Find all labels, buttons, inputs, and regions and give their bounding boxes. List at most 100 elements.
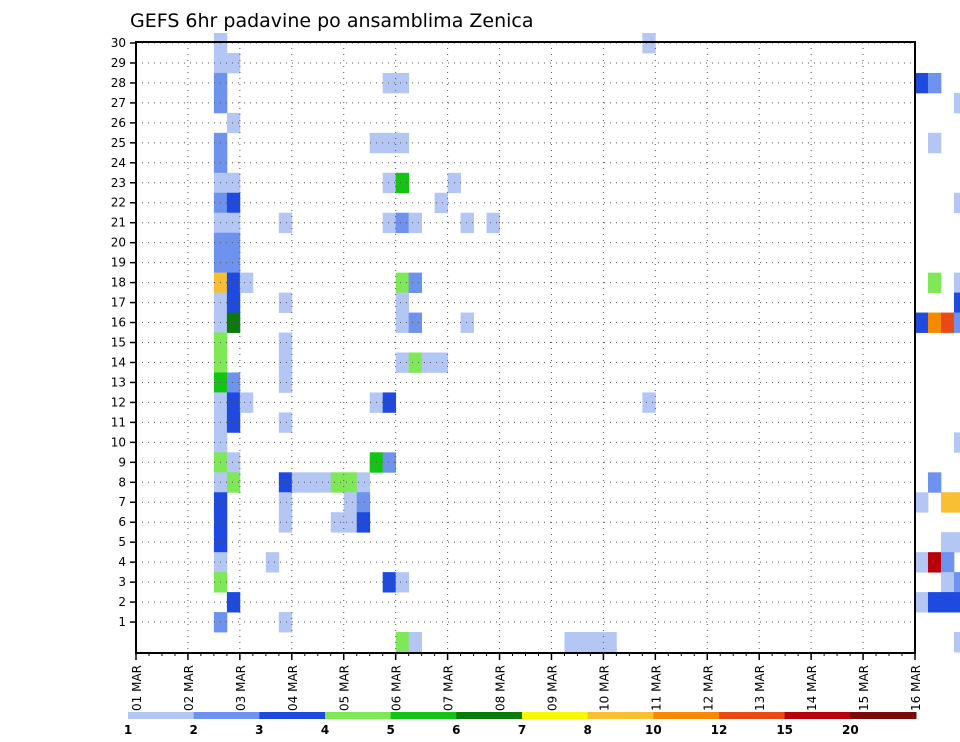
y-tick-label: 20 (111, 236, 126, 250)
y-tick-label: 8 (118, 475, 126, 489)
y-tick-label: 22 (111, 196, 126, 210)
precip-cell (434, 192, 448, 214)
precip-cell (395, 352, 410, 373)
precip-cell (915, 72, 929, 94)
precip-cell (356, 512, 371, 533)
precip-cell (226, 112, 241, 134)
precip-cell (940, 492, 955, 513)
y-tick-label: 23 (111, 176, 126, 190)
y-tick-label: 10 (111, 435, 126, 449)
x-tick-label: 05 MAR (338, 665, 352, 711)
y-tick-label: 27 (111, 96, 126, 110)
x-tick-label: 01 MAR (130, 665, 144, 711)
precip-cell (226, 232, 241, 254)
y-tick-label: 14 (111, 355, 126, 369)
colorbar-swatch (784, 712, 851, 719)
y-tick-label: 2 (118, 595, 126, 609)
colorbar-label: 3 (255, 723, 263, 737)
plot-frame (135, 41, 916, 654)
y-tick-label: 12 (111, 395, 126, 409)
precip-cell (226, 52, 241, 74)
precip-cell (564, 632, 578, 653)
precip-cell (577, 632, 591, 653)
precip-cell (915, 592, 929, 613)
precip-cell (940, 552, 955, 573)
precip-cell (226, 212, 241, 234)
precip-cell (927, 272, 942, 293)
precip-cell (278, 212, 293, 234)
y-tick-label: 6 (118, 515, 126, 529)
precip-cell (408, 352, 423, 373)
colorbar-swatch (456, 712, 523, 719)
precip-cell (421, 352, 436, 373)
colorbar-swatch (653, 712, 720, 719)
precip-cell (317, 472, 332, 493)
precip-cell (642, 33, 656, 54)
precip-cell (927, 592, 942, 613)
y-tick-label: 28 (111, 76, 126, 90)
x-tick-label: 14 MAR (805, 665, 819, 711)
y-tick-label: 21 (111, 216, 126, 230)
precip-cell (395, 272, 410, 293)
precip-cell (460, 212, 474, 234)
precipitation-cells (213, 33, 960, 653)
colorbar-label: 7 (518, 723, 526, 737)
precip-cell (226, 252, 241, 274)
precip-cell (226, 192, 241, 214)
precip-cell (953, 292, 960, 313)
precip-cell (226, 172, 241, 194)
colorbar-legend: 1 2 3 4 5 6 7 8 10 12 15 20 (124, 712, 917, 737)
precip-cell (278, 292, 293, 313)
colorbar-label: 5 (386, 723, 394, 737)
x-tick-label: 06 MAR (390, 665, 404, 711)
x-axis-ticks: 01 MAR 02 MAR 03 MAR 04 MAR 05 MAR 06 MAR 07 M… (130, 653, 923, 711)
precip-cell (395, 312, 410, 333)
precip-cell (408, 312, 423, 333)
precip-cell (343, 512, 358, 533)
precip-cell (226, 372, 241, 393)
y-tick-label: 5 (118, 535, 126, 549)
precip-cell (304, 472, 319, 493)
y-tick-label: 3 (118, 575, 126, 589)
precip-cell (278, 512, 293, 533)
precip-cell (395, 132, 410, 154)
colorbar-label: 10 (645, 723, 662, 737)
x-tick-label: 07 MAR (442, 665, 456, 711)
precip-cell (408, 632, 423, 653)
colorbar-swatch (390, 712, 457, 719)
x-tick-label: 08 MAR (494, 665, 508, 711)
precip-cell (953, 572, 960, 593)
colorbar-swatch (193, 712, 260, 719)
precip-cell (953, 592, 960, 613)
precip-cell (382, 212, 397, 234)
y-tick-label: 18 (111, 276, 126, 290)
precip-cell (940, 532, 955, 553)
colorbar-label: 20 (842, 723, 859, 737)
y-tick-label: 17 (111, 296, 126, 310)
precip-cell (226, 272, 241, 293)
precip-cell (226, 452, 241, 473)
precip-cell (953, 272, 960, 293)
precip-cell (356, 472, 371, 493)
precip-cell (953, 632, 960, 653)
precip-cell (382, 572, 397, 593)
precip-cell (590, 632, 604, 653)
precip-cell (927, 132, 942, 154)
precip-cell (486, 212, 500, 234)
y-tick-label: 4 (118, 555, 126, 569)
x-tick-label: 10 MAR (597, 665, 611, 711)
precip-cell (395, 72, 410, 94)
precip-cell (343, 472, 358, 493)
precip-cell (927, 72, 942, 94)
precip-cell (953, 492, 960, 513)
precip-cell (343, 492, 358, 513)
precip-cell (382, 132, 397, 154)
precip-cell (953, 432, 960, 453)
precip-cell (940, 592, 955, 613)
precip-cell (226, 312, 241, 333)
precip-cell (382, 392, 397, 413)
precip-cell (915, 492, 929, 513)
precip-cell (395, 212, 410, 234)
y-tick-label: 9 (118, 455, 126, 469)
